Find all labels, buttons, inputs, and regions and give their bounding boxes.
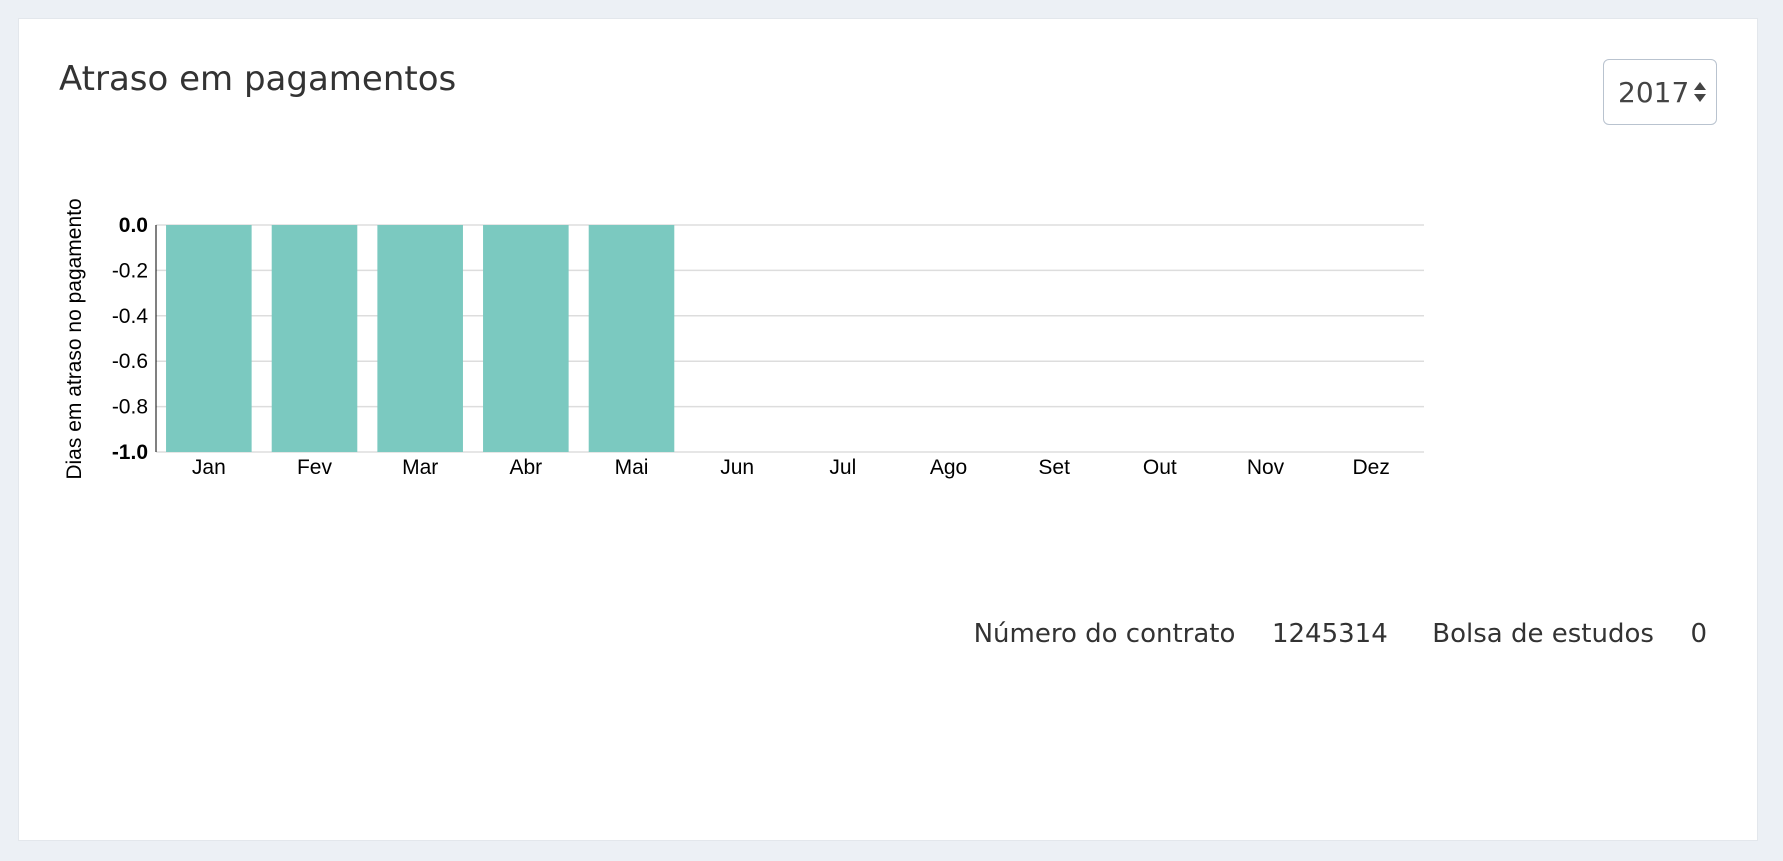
y-axis-ticks: 0.0 -0.2 -0.4 -0.6 -0.8 -1.0 (112, 214, 149, 464)
y-tick-label: -1.0 (112, 441, 148, 464)
bar-mar[interactable] (377, 225, 463, 452)
contract-info: Número do contrato 1245314 Bolsa de estu… (974, 619, 1707, 649)
x-tick-label: Set (1038, 456, 1070, 479)
x-tick-label: Dez (1352, 456, 1389, 479)
x-tick-label: Abr (509, 456, 542, 479)
x-tick-label: Nov (1247, 456, 1285, 479)
x-tick-label: Mai (615, 456, 649, 479)
y-axis-title: Dias em atraso no pagamento (63, 198, 86, 479)
bar-jan[interactable] (166, 225, 252, 452)
x-tick-label: Jul (829, 456, 856, 479)
scholarship-value: 0 (1690, 619, 1707, 649)
grid-lines (156, 224, 1424, 453)
year-select-value: 2017 (1618, 75, 1690, 109)
bar-mai[interactable] (588, 225, 675, 452)
contract-label: Número do contrato (973, 619, 1236, 649)
year-select[interactable]: 2017 (1603, 59, 1717, 125)
bar-fev[interactable] (271, 225, 358, 452)
y-tick-label: -0.2 (112, 259, 148, 282)
y-tick-label: 0.0 (119, 214, 148, 237)
x-tick-label: Jan (192, 456, 226, 479)
contract-value: 1245314 (1271, 619, 1388, 649)
bars (166, 225, 675, 452)
bar-abr[interactable] (483, 225, 569, 452)
x-tick-label: Fev (297, 456, 333, 479)
x-tick-label: Mar (402, 456, 438, 479)
x-tick-label: Out (1143, 456, 1177, 479)
scholarship-label: Bolsa de estudos (1432, 619, 1654, 649)
chart-card: Atraso em pagamentos 2017 0.0 -0.2 -0.4 -0.… (18, 18, 1758, 841)
x-tick-label: Jun (720, 456, 754, 479)
x-tick-label: Ago (930, 456, 967, 479)
panel-title: Atraso em pagamentos (59, 59, 457, 99)
bar-chart: 0.0-0.2-0.4-0.6-0.8-1.0 Jan Fev Mar Abr Mai J… (63, 198, 1424, 480)
y-tick-label: -0.8 (112, 396, 148, 419)
y-tick-label: -0.4 (112, 305, 149, 328)
sort-arrows-icon (1694, 82, 1706, 102)
x-axis-labels: Jan Fev Mar Abr Mai Jun Jul Ago Set Out Nov Dez (192, 456, 1390, 479)
y-tick-label: -0.6 (112, 350, 148, 373)
